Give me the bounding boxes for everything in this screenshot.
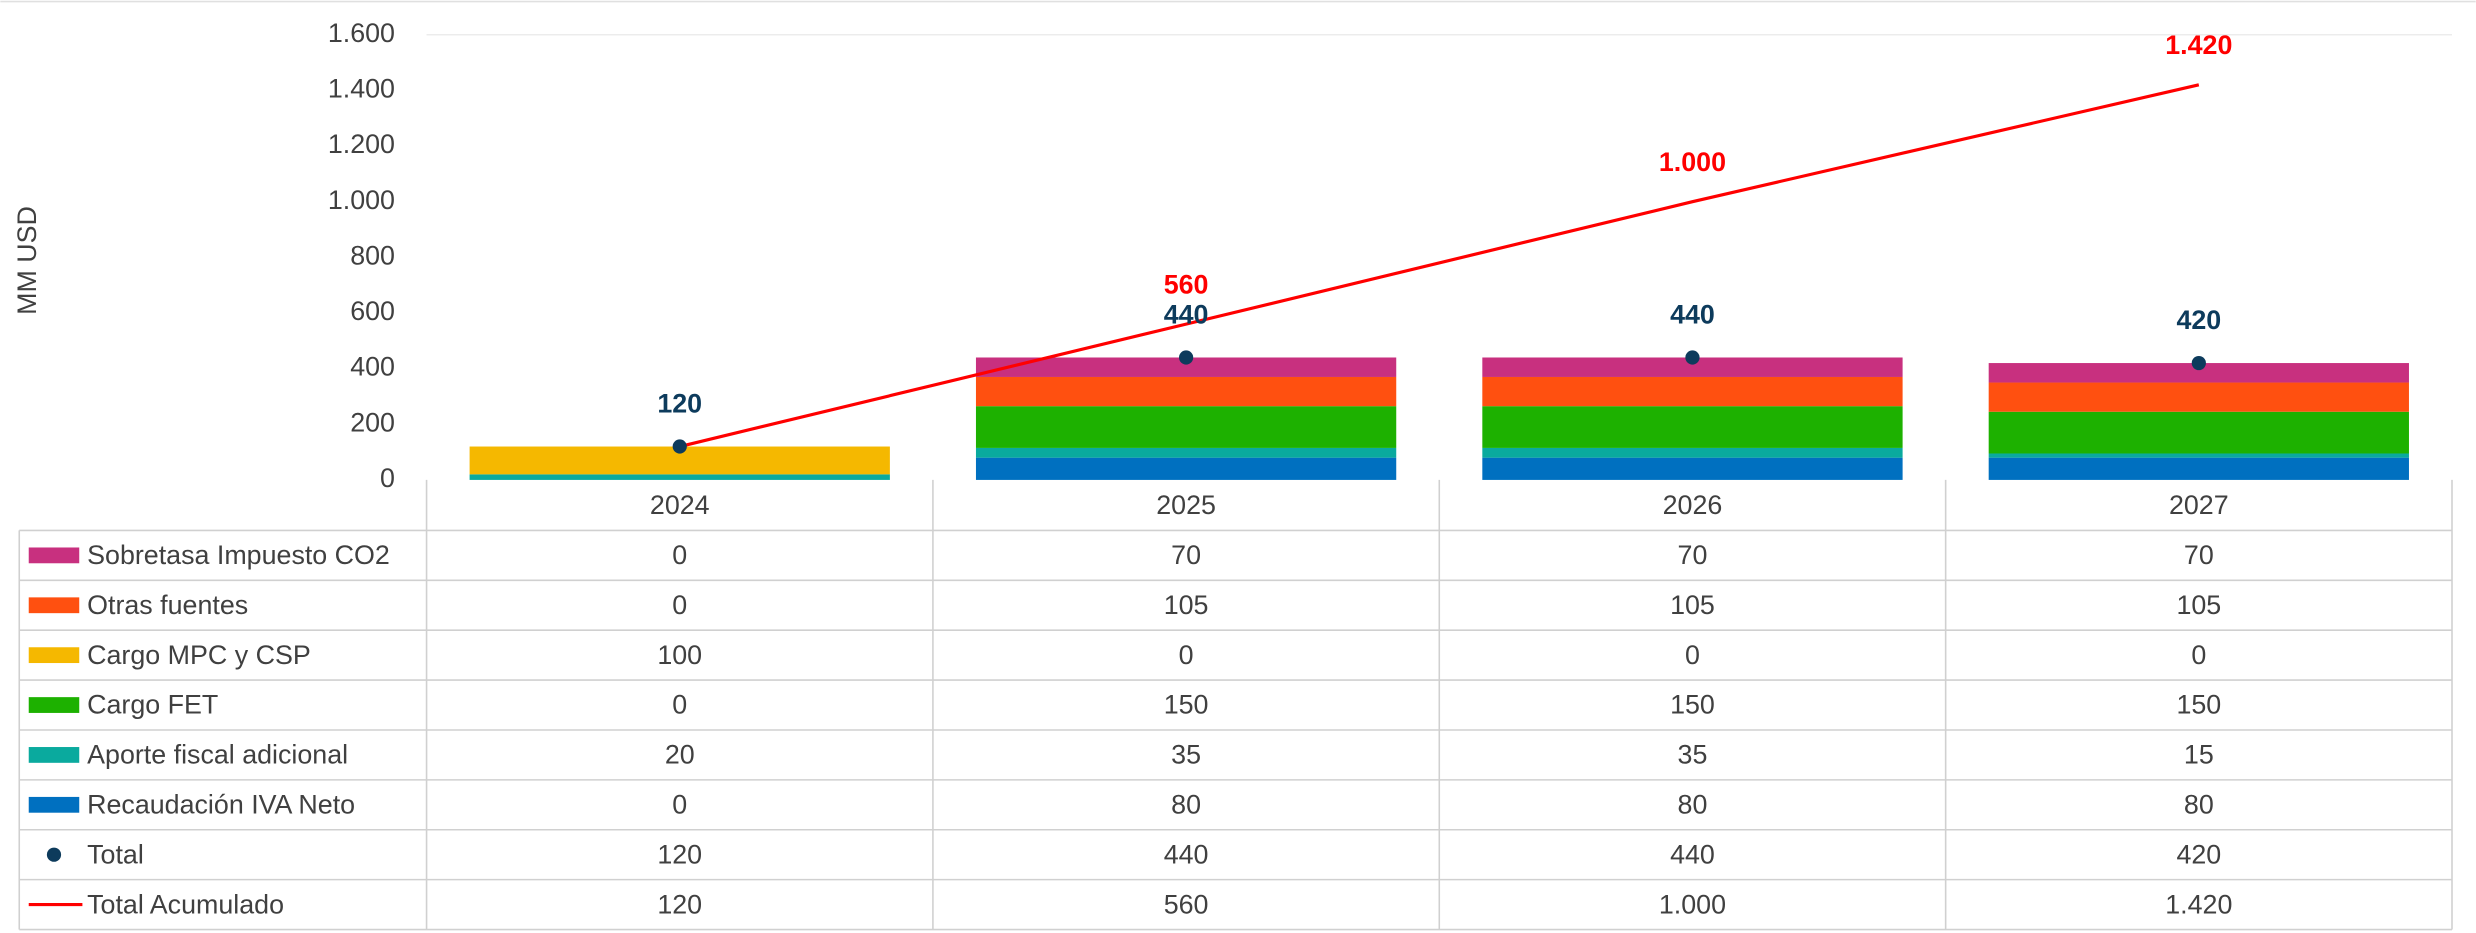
bar-segment	[1988, 457, 2409, 480]
table-cell: 80	[1171, 789, 1201, 819]
table-cell: 70	[1171, 540, 1201, 570]
y-tick-label: 400	[350, 352, 395, 382]
y-tick-label: 1.200	[328, 129, 395, 159]
table-cell: 0	[672, 789, 687, 819]
table-cell: 0	[1685, 640, 1700, 670]
table-cell: 20	[665, 740, 695, 770]
bar-segment	[469, 474, 890, 480]
y-axis-title: MM USD	[12, 206, 42, 315]
bar-segment	[1482, 406, 1903, 448]
total-dot	[672, 439, 687, 454]
legend-label: Aporte fiscal adicional	[87, 740, 348, 770]
y-tick-label: 1.400	[328, 73, 395, 103]
total-dot	[2191, 355, 2206, 371]
total-data-label: 440	[1164, 300, 1209, 330]
total-dot	[1685, 350, 1700, 365]
legend-swatch	[28, 647, 80, 664]
y-tick-label: 600	[350, 296, 395, 326]
y-tick-label: 0	[380, 463, 395, 493]
table-cell: 150	[1164, 690, 1209, 720]
legend-label: Total Acumulado	[87, 889, 284, 919]
legend-label: Cargo FET	[87, 690, 218, 720]
x-tick-label: 2025	[1156, 490, 1216, 520]
y-tick-label: 1.600	[328, 18, 395, 48]
table-cell: 70	[2184, 540, 2214, 570]
total-data-label: 420	[2176, 305, 2221, 335]
table-cell: 35	[1678, 740, 1708, 770]
legend-swatch	[28, 597, 80, 614]
table-cell: 0	[1179, 640, 1194, 670]
table-cell: 440	[1670, 839, 1715, 869]
table-cell: 80	[1678, 789, 1708, 819]
table-cell: 105	[1164, 590, 1209, 620]
table-cell: 120	[657, 839, 702, 869]
legend-label: Sobretasa Impuesto CO2	[87, 540, 390, 570]
cumulative-line	[679, 83, 2200, 449]
bar-segment	[975, 357, 1397, 377]
table-cell: 70	[1678, 540, 1708, 570]
table-cell: 100	[657, 640, 702, 670]
table-cell: 0	[672, 590, 687, 620]
bar-segment	[1482, 357, 1903, 377]
bar-segment	[975, 376, 1397, 407]
legend-swatch	[28, 747, 80, 763]
bar-segment	[1482, 447, 1903, 458]
line-data-label: 1.420	[2165, 30, 2232, 60]
table-cell: 1.000	[1659, 889, 1726, 919]
table-cell: 440	[1164, 839, 1209, 869]
bar-segment	[975, 406, 1397, 448]
y-tick-label: 200	[350, 407, 395, 437]
table-cell: 0	[672, 540, 687, 570]
table-cell: 105	[1670, 590, 1715, 620]
legend-label: Recaudación IVA Neto	[87, 789, 355, 819]
table-cell: 15	[2184, 740, 2214, 770]
bar-segment	[1482, 376, 1903, 407]
x-tick-label: 2026	[1663, 490, 1723, 520]
table-cell: 560	[1164, 889, 1209, 919]
legend-label: Otras fuentes	[87, 590, 248, 620]
legend-swatch	[28, 697, 80, 713]
table-cell: 150	[2176, 690, 2221, 720]
table-cell: 80	[2184, 789, 2214, 819]
legend-swatch	[28, 547, 80, 564]
bar-segment	[1988, 411, 2409, 454]
line-data-label: 1.000	[1659, 147, 1726, 177]
x-tick-label: 2024	[650, 490, 710, 520]
bar-segment	[975, 447, 1397, 458]
bar-segment	[1482, 457, 1903, 480]
legend-label: Cargo MPC y CSP	[87, 640, 311, 670]
bar-segment	[1988, 363, 2409, 383]
table-cell: 0	[2191, 640, 2206, 670]
table-cell: 1.420	[2165, 889, 2232, 919]
bar-segment	[975, 457, 1397, 480]
table-cell: 35	[1171, 740, 1201, 770]
line-data-label: 560	[1164, 269, 1209, 299]
table-cell: 0	[672, 690, 687, 720]
y-tick-label: 1.000	[328, 185, 395, 215]
legend-swatch	[28, 796, 80, 813]
y-tick-label: 800	[350, 240, 395, 270]
legend-dot	[46, 847, 62, 862]
table-cell: 105	[2176, 590, 2221, 620]
table-cell: 420	[2176, 839, 2221, 869]
total-data-label: 440	[1670, 300, 1715, 330]
legend-label: Total	[87, 839, 144, 869]
total-data-label: 120	[657, 389, 702, 419]
x-tick-label: 2027	[2169, 490, 2229, 520]
table-cell: 120	[657, 889, 702, 919]
table-cell: 150	[1670, 690, 1715, 720]
bar-segment	[1988, 453, 2409, 458]
total-dot	[1178, 350, 1194, 365]
bar-segment	[1988, 382, 2409, 412]
